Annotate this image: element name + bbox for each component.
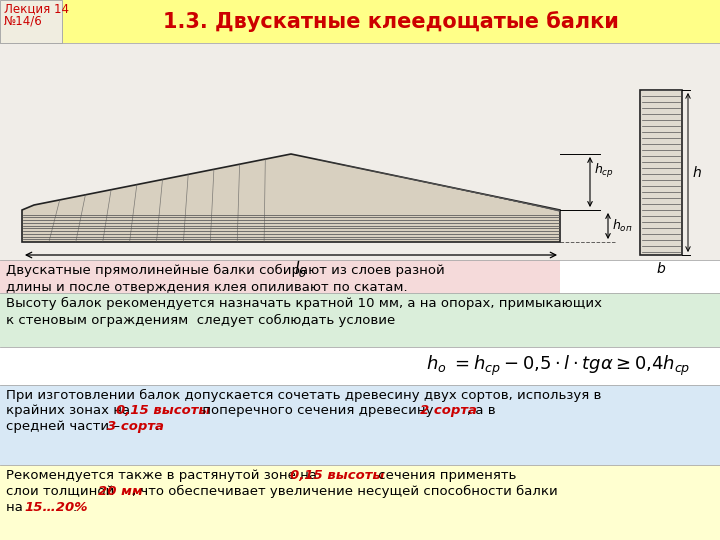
FancyBboxPatch shape: [0, 293, 720, 347]
FancyBboxPatch shape: [0, 385, 720, 465]
Text: .: .: [155, 420, 159, 433]
FancyBboxPatch shape: [0, 465, 720, 540]
Text: $b$: $b$: [656, 261, 666, 276]
FancyBboxPatch shape: [0, 0, 720, 43]
Text: $h_{оп}$: $h_{оп}$: [612, 218, 633, 234]
Text: $h$: $h$: [692, 165, 702, 180]
Text: При изготовлении балок допускается сочетать древесину двух сортов, используя в: При изготовлении балок допускается сочет…: [6, 389, 601, 402]
Text: №14/6: №14/6: [4, 14, 42, 27]
Text: 3 сорта: 3 сорта: [107, 420, 164, 433]
Text: на: на: [6, 501, 27, 514]
Text: 20 мм: 20 мм: [98, 485, 143, 498]
Text: 15…20%: 15…20%: [24, 501, 88, 514]
Text: .: .: [73, 501, 77, 514]
FancyBboxPatch shape: [640, 90, 682, 255]
Text: , что обеспечивает увеличение несущей способности балки: , что обеспечивает увеличение несущей сп…: [132, 485, 558, 498]
Text: $l_б$: $l_б$: [294, 258, 307, 279]
Text: 1.3. Двускатные клеедощатые балки: 1.3. Двускатные клеедощатые балки: [163, 11, 619, 32]
Text: поперечного сечения древесину: поперечного сечения древесину: [198, 404, 438, 417]
FancyBboxPatch shape: [0, 260, 560, 293]
FancyBboxPatch shape: [0, 347, 720, 385]
FancyBboxPatch shape: [0, 0, 62, 43]
FancyBboxPatch shape: [0, 43, 720, 260]
Text: , а в: , а в: [467, 404, 495, 417]
Text: Рекомендуется также в растянутой зоне на: Рекомендуется также в растянутой зоне на: [6, 469, 321, 482]
Text: 0,15 высоты: 0,15 высоты: [116, 404, 210, 417]
Text: Лекция 14: Лекция 14: [4, 2, 69, 15]
Text: крайних зонах на: крайних зонах на: [6, 404, 135, 417]
Text: $h_o\ =h_{cp}-0{,}5\cdot l\cdot tg\alpha \geq 0{,}4h_{cp}$: $h_o\ =h_{cp}-0{,}5\cdot l\cdot tg\alpha…: [426, 354, 690, 378]
Text: слои толщиной: слои толщиной: [6, 485, 119, 498]
Polygon shape: [22, 154, 560, 242]
Text: Двускатные прямолинейные балки собирают из слоев разной
длины и после отверждени: Двускатные прямолинейные балки собирают …: [6, 264, 445, 294]
FancyBboxPatch shape: [0, 0, 62, 43]
Text: 0,15 высоты: 0,15 высоты: [290, 469, 384, 482]
Text: средней части –: средней части –: [6, 420, 125, 433]
Text: Высоту балок рекомендуется назначать кратной 10 мм, а на опорах, примыкающих
к с: Высоту балок рекомендуется назначать кра…: [6, 297, 602, 327]
Text: сечения применять: сечения применять: [374, 469, 516, 482]
Text: $h_{cp}$: $h_{cp}$: [594, 162, 614, 180]
Text: 2 сорта: 2 сорта: [420, 404, 477, 417]
